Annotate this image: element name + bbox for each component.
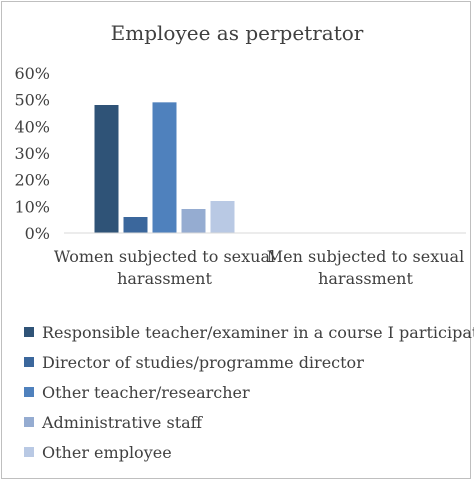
legend-swatch	[24, 357, 34, 367]
legend: Responsible teacher/examiner in a course…	[24, 323, 474, 462]
y-tick-label: 40%	[14, 117, 50, 136]
bar	[152, 102, 177, 233]
y-tick-label: 20%	[14, 171, 50, 190]
x-axis-labels: Women subjected to sexual harassment Men s…	[54, 247, 464, 288]
legend-swatch	[24, 387, 34, 397]
y-tick-label: 0%	[25, 224, 50, 243]
x-category-label: harassment	[318, 269, 413, 288]
y-axis-ticks: 0% 10% 20% 30% 40% 50% 60%	[14, 64, 50, 243]
legend-swatch	[24, 417, 34, 427]
legend-label: Administrative staff	[41, 413, 204, 432]
bar	[181, 209, 206, 233]
legend-label: Other teacher/researcher	[42, 383, 250, 402]
legend-swatch	[24, 327, 34, 337]
legend-label: Responsible teacher/examiner in a course…	[42, 323, 474, 342]
y-tick-label: 60%	[14, 64, 50, 83]
chart-title: Employee as perpetrator	[111, 21, 364, 45]
bar	[210, 201, 235, 233]
bar	[123, 217, 148, 233]
x-category-label: Men subjected to sexual	[267, 247, 464, 266]
y-tick-label: 30%	[14, 144, 50, 163]
bar	[94, 105, 119, 233]
x-category-label: Women subjected to sexual	[54, 247, 275, 266]
legend-swatch	[24, 447, 34, 457]
bars	[94, 102, 235, 233]
legend-label: Director of studies/programme director	[42, 353, 364, 372]
x-category-label: harassment	[117, 269, 212, 288]
y-tick-label: 10%	[14, 197, 50, 216]
legend-label: Other employee	[42, 443, 172, 462]
y-tick-label: 50%	[14, 91, 50, 110]
